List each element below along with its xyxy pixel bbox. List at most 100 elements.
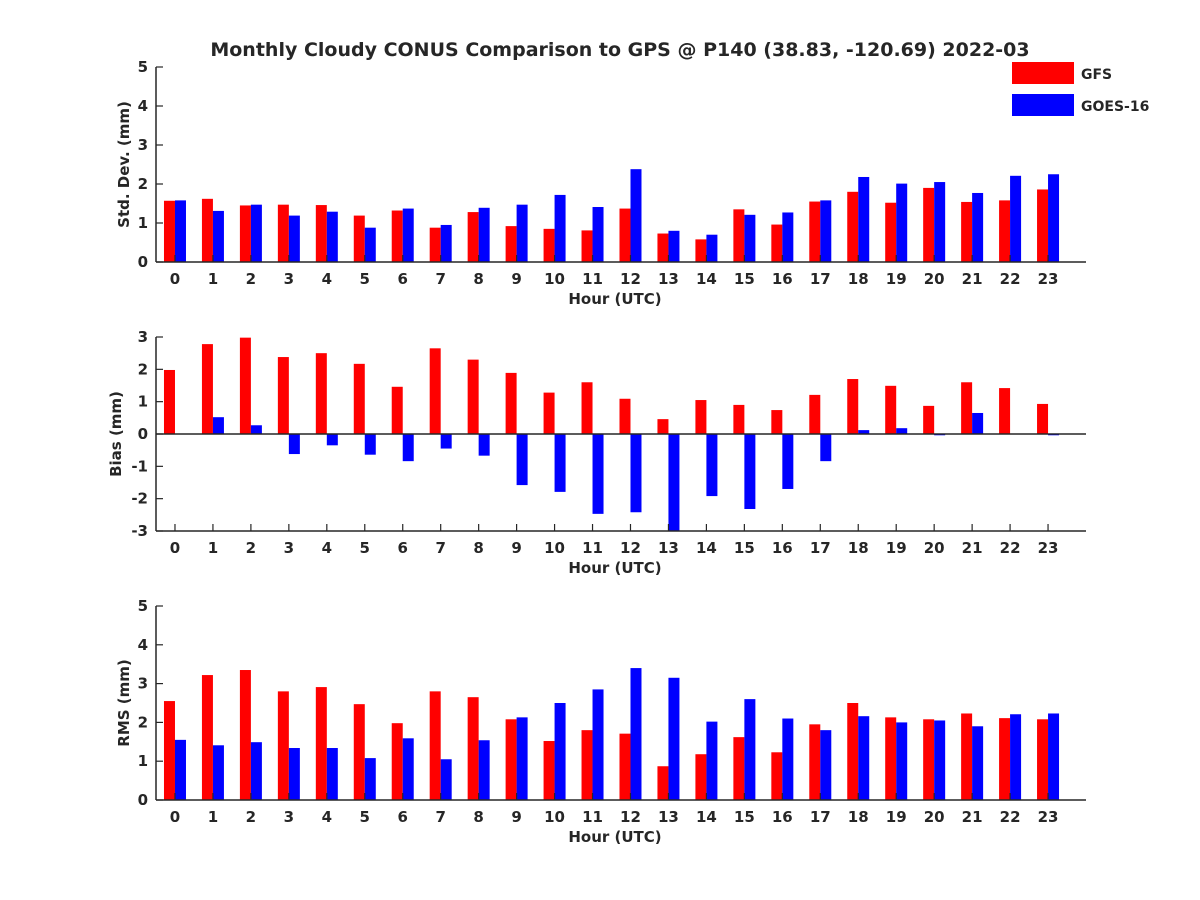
- rms-bar-gfs-11: [581, 730, 593, 800]
- bias-y-tick-label: 2: [138, 360, 148, 378]
- bias-x-tick-label: 22: [1000, 539, 1021, 557]
- bias-x-tick-label: 8: [473, 539, 483, 557]
- std-dev-bar-gfs-14: [695, 239, 707, 262]
- std-dev-bar-gfs-4: [315, 205, 327, 262]
- std-dev-bar-gfs-5: [353, 215, 365, 262]
- std-dev-x-tick-label: 21: [962, 270, 983, 288]
- bias-bar-goes16-12: [630, 434, 642, 513]
- std-dev-x-axis-label: Hour (UTC): [568, 290, 661, 308]
- bias-bar-goes16-6: [402, 434, 414, 462]
- std-dev-x-tick-label: 6: [398, 270, 408, 288]
- bias-bar-gfs-15: [733, 404, 745, 434]
- bias-x-tick-label: 21: [962, 539, 983, 557]
- std-dev-x-tick-label: 11: [582, 270, 603, 288]
- bias-y-tick-label: 3: [138, 328, 148, 346]
- legend-label-goes16: GOES-16: [1081, 99, 1149, 115]
- rms-bar-goes16-21: [972, 726, 984, 800]
- rms-bar-goes16-13: [668, 677, 680, 800]
- std-dev-bar-gfs-1: [201, 198, 213, 262]
- std-dev-x-tick-label: 16: [772, 270, 793, 288]
- rms-bar-gfs-4: [315, 687, 327, 800]
- std-dev-x-tick-label: 22: [1000, 270, 1021, 288]
- bias-bar-goes16-1: [212, 417, 224, 434]
- rms-bar-goes16-4: [326, 748, 338, 800]
- rms-x-tick-label: 4: [322, 808, 332, 826]
- legend: GFS GOES-16: [1012, 62, 1149, 116]
- rms-x-tick-label: 18: [848, 808, 869, 826]
- rms-bar-goes16-11: [592, 689, 604, 800]
- rms-x-tick-label: 21: [962, 808, 983, 826]
- bias-x-tick-label: 5: [360, 539, 370, 557]
- std-dev-bar-gfs-2: [239, 205, 251, 262]
- bias-bar-gfs-3: [277, 357, 289, 434]
- bias-x-tick-label: 18: [848, 539, 869, 557]
- rms-x-tick-label: 9: [511, 808, 521, 826]
- std-dev-bar-gfs-13: [657, 233, 669, 262]
- bias-x-tick-label: 2: [246, 539, 256, 557]
- bias-bar-gfs-14: [695, 400, 707, 434]
- rms-x-tick-label: 2: [246, 808, 256, 826]
- bias-x-tick-label: 17: [810, 539, 831, 557]
- rms-bar-goes16-0: [174, 739, 186, 800]
- std-dev-x-tick-label: 8: [473, 270, 483, 288]
- rms-y-tick-label: 1: [138, 752, 148, 770]
- std-dev-bar-goes16-7: [440, 224, 452, 262]
- std-dev-y-tick-label: 1: [138, 214, 148, 232]
- std-dev-bar-goes16-10: [554, 194, 566, 262]
- std-dev-bar-goes16-14: [706, 234, 718, 262]
- bias-x-tick-label: 14: [696, 539, 717, 557]
- bias-bar-gfs-11: [581, 382, 593, 434]
- std-dev-y-tick-label: 2: [138, 175, 148, 193]
- rms-y-tick-label: 4: [138, 636, 148, 654]
- bias-y-tick-label: -1: [131, 457, 148, 475]
- bias-x-tick-label: 7: [435, 539, 445, 557]
- std-dev-bar-goes16-19: [896, 183, 908, 262]
- rms-x-tick-label: 17: [810, 808, 831, 826]
- rms-bar-goes16-14: [706, 721, 718, 800]
- bias-bar-goes16-16: [782, 434, 794, 489]
- std-dev-bar-goes16-22: [1010, 175, 1022, 262]
- rms-bar-gfs-1: [201, 675, 213, 800]
- rms-y-tick-label: 2: [138, 713, 148, 731]
- std-dev-bar-goes16-1: [212, 210, 224, 262]
- rms-x-tick-label: 23: [1038, 808, 1059, 826]
- std-dev-bar-goes16-23: [1048, 174, 1060, 262]
- rms-bar-goes16-17: [820, 730, 832, 800]
- std-dev-bar-goes16-4: [326, 211, 338, 262]
- std-dev-x-tick-label: 7: [435, 270, 445, 288]
- std-dev-bar-gfs-18: [847, 191, 859, 262]
- rms-x-tick-label: 13: [658, 808, 679, 826]
- std-dev-x-tick-label: 15: [734, 270, 755, 288]
- bias-x-tick-label: 3: [284, 539, 294, 557]
- rms-bar-goes16-8: [478, 740, 490, 800]
- std-dev-x-tick-label: 2: [246, 270, 256, 288]
- bias-bar-gfs-23: [1037, 403, 1049, 434]
- std-dev-x-tick-label: 14: [696, 270, 717, 288]
- bias-x-axis-label: Hour (UTC): [568, 559, 661, 577]
- std-dev-bar-goes16-11: [592, 207, 604, 262]
- rms-bar-gfs-21: [961, 713, 973, 800]
- std-dev-bar-goes16-17: [820, 200, 832, 262]
- std-dev-bar-gfs-15: [733, 209, 745, 262]
- rms-y-tick-label: 5: [138, 597, 148, 615]
- bias-bar-gfs-4: [315, 353, 327, 434]
- std-dev-bar-gfs-20: [923, 187, 935, 262]
- std-dev-x-tick-label: 19: [886, 270, 907, 288]
- legend-swatch-goes16: [1012, 94, 1074, 116]
- bias-bar-gfs-1: [201, 344, 213, 434]
- std-dev-bar-goes16-6: [402, 208, 414, 262]
- rms-bar-gfs-10: [543, 741, 555, 800]
- std-dev-x-tick-label: 10: [544, 270, 565, 288]
- std-dev-y-tick-label: 3: [138, 136, 148, 154]
- bias-x-tick-label: 20: [924, 539, 945, 557]
- rms-bar-gfs-20: [923, 719, 935, 800]
- std-dev-bar-gfs-0: [163, 200, 175, 262]
- bias-bar-goes16-19: [896, 428, 908, 434]
- std-dev-bar-gfs-11: [581, 230, 593, 262]
- std-dev-y-tick-label: 5: [138, 58, 148, 76]
- std-dev-x-tick-label: 4: [322, 270, 332, 288]
- std-dev-bar-goes16-5: [364, 227, 376, 262]
